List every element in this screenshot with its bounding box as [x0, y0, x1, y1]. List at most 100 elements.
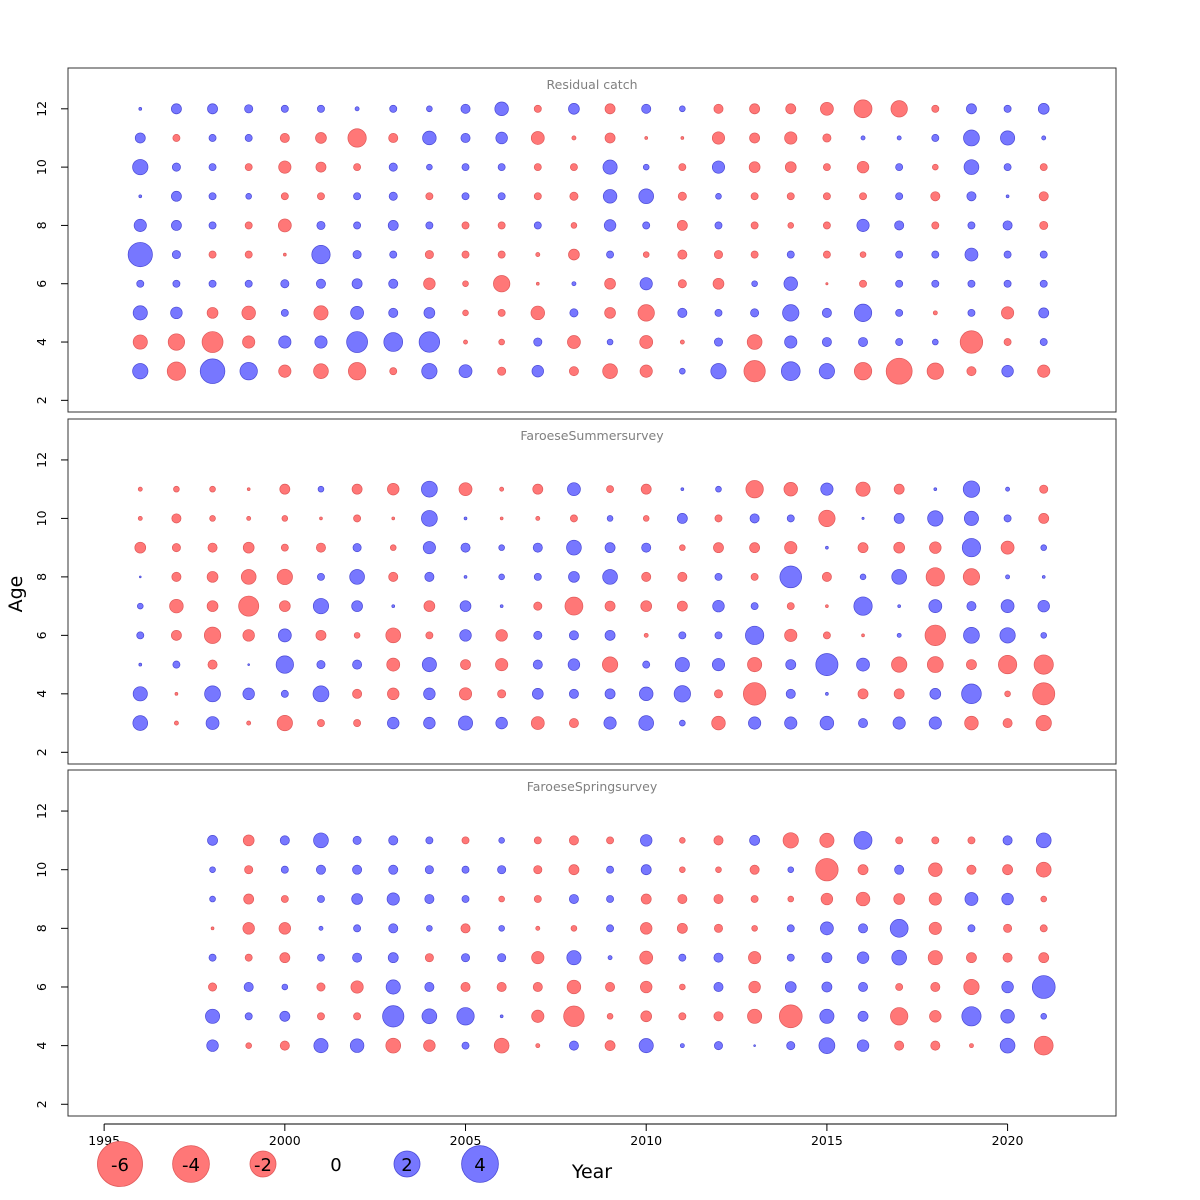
- bubble: [893, 893, 905, 905]
- bubble: [1035, 832, 1052, 849]
- bubble: [1001, 306, 1015, 320]
- bubble: [785, 103, 797, 115]
- bubble: [425, 631, 434, 640]
- bubble: [861, 633, 865, 638]
- bubble: [966, 191, 977, 202]
- bubble: [209, 895, 216, 903]
- bubble: [932, 338, 939, 346]
- bubble: [205, 1008, 221, 1024]
- bubble: [895, 308, 904, 317]
- bubble: [171, 103, 182, 115]
- bubble: [171, 250, 181, 260]
- bubble: [317, 485, 325, 493]
- bubble: [1033, 1035, 1054, 1056]
- bubble: [460, 923, 471, 934]
- bubble: [604, 629, 616, 641]
- bubble: [678, 953, 687, 962]
- bubble: [714, 572, 723, 581]
- bubble: [860, 135, 866, 141]
- bubble: [825, 545, 829, 550]
- bubble: [1038, 513, 1050, 524]
- bubble: [533, 630, 543, 640]
- y-tick-label: 2: [34, 1100, 49, 1108]
- bubble: [171, 571, 182, 582]
- bubble: [1039, 924, 1048, 933]
- bubble: [786, 192, 795, 201]
- bubble: [127, 242, 153, 268]
- bubble: [498, 573, 505, 581]
- bubble: [603, 716, 617, 730]
- bubble: [749, 513, 760, 524]
- bubble: [530, 131, 545, 145]
- bubble: [825, 282, 829, 286]
- bubble: [568, 366, 579, 377]
- bubble: [715, 485, 722, 493]
- bubble: [640, 980, 653, 994]
- bubble: [423, 277, 436, 290]
- bubble: [172, 660, 181, 669]
- bubble: [352, 952, 363, 963]
- bubble: [858, 337, 868, 347]
- legend-bubble: [249, 1150, 277, 1178]
- bubble: [821, 981, 833, 993]
- bubble: [966, 366, 977, 377]
- bubble: [207, 542, 218, 553]
- bubble: [639, 277, 653, 291]
- bubble: [714, 1041, 723, 1051]
- bubble: [385, 627, 402, 644]
- bubble: [137, 486, 143, 492]
- bubble: [317, 1012, 325, 1021]
- bubble: [280, 104, 289, 113]
- bubble: [604, 1040, 616, 1052]
- bubble: [498, 544, 505, 551]
- bubble: [604, 277, 616, 290]
- legend-bubble: [97, 1141, 143, 1187]
- bubble: [861, 516, 865, 520]
- bubble: [606, 1013, 614, 1020]
- bubble: [890, 100, 908, 118]
- bubble: [139, 575, 142, 579]
- bubble: [242, 335, 256, 349]
- bubble: [566, 979, 582, 995]
- panel-frame: [67, 418, 1117, 765]
- bubble: [276, 715, 293, 732]
- bubble: [638, 715, 654, 731]
- bubble: [422, 541, 436, 555]
- bubble: [924, 624, 946, 646]
- y-tick-label: 12: [34, 803, 49, 819]
- x-tick-label: 2010: [630, 1133, 662, 1148]
- bubble: [566, 950, 582, 966]
- bubble: [459, 629, 472, 642]
- bubble: [714, 308, 723, 317]
- bubble: [713, 894, 724, 904]
- bubble: [209, 515, 216, 522]
- y-tick-label: 2: [34, 396, 49, 404]
- bubble: [1000, 130, 1016, 146]
- bubble: [171, 543, 181, 553]
- bubble: [530, 305, 545, 321]
- bubble: [245, 1042, 252, 1049]
- bubble: [750, 221, 759, 230]
- bubble: [1004, 690, 1011, 698]
- bubble: [931, 104, 940, 113]
- bubble: [424, 953, 434, 963]
- bubble: [819, 832, 835, 848]
- bubble: [205, 716, 220, 730]
- y-tick-label: 8: [34, 573, 49, 581]
- bubble: [820, 482, 834, 496]
- bubble: [463, 516, 468, 521]
- bubble: [786, 953, 795, 962]
- bubble: [463, 575, 468, 579]
- panel-title: FaroeseSpringsurvey: [527, 779, 658, 794]
- bubble: [787, 222, 795, 229]
- bubble: [818, 363, 835, 380]
- bubble: [677, 571, 688, 582]
- bubble: [207, 659, 218, 670]
- bubble: [570, 222, 578, 229]
- bubble: [353, 221, 362, 230]
- bubble: [241, 305, 256, 321]
- bubble: [891, 656, 908, 673]
- bubble: [277, 628, 292, 643]
- bubble: [857, 1010, 869, 1022]
- bubble: [1000, 540, 1015, 555]
